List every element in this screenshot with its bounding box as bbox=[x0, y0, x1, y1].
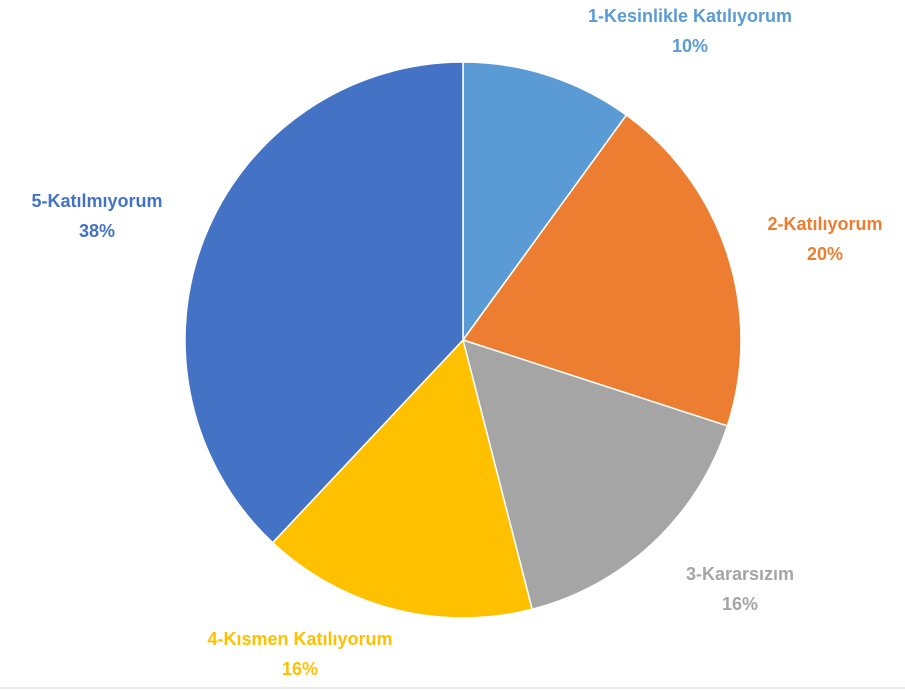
pie-slice bbox=[461, 114, 742, 427]
slice-value-label: 16% bbox=[722, 594, 758, 614]
slice-category-label: 2-Katılıyorum bbox=[767, 214, 882, 234]
pie-slice bbox=[461, 338, 729, 611]
slice-category-label: 5-Katılmıyorum bbox=[31, 191, 162, 211]
slice-category-label: 4-Kısmen Katılıyorum bbox=[207, 629, 392, 649]
slice-value-label: 10% bbox=[672, 36, 708, 56]
slice-value-label: 16% bbox=[282, 659, 318, 679]
pie-slice bbox=[462, 61, 628, 343]
slice-category-label: 3-Kararsızım bbox=[686, 564, 794, 584]
pie-slice bbox=[271, 338, 534, 619]
slice-value-label: 38% bbox=[79, 221, 115, 241]
pie-slice bbox=[184, 61, 464, 544]
slice-category-label: 1-Kesinlikle Katılıyorum bbox=[588, 6, 792, 26]
slice-value-label: 20% bbox=[807, 244, 843, 264]
